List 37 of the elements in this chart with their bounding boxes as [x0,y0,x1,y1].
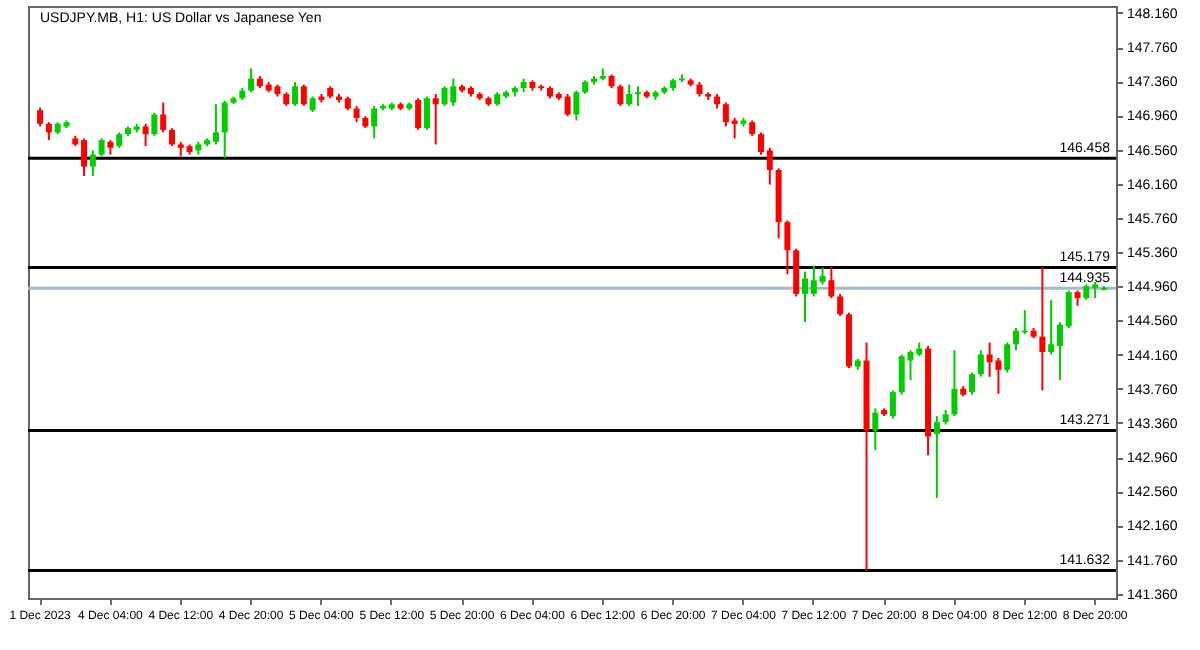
candlestick [995,356,1002,395]
candlestick [634,85,641,107]
candlestick [371,104,378,140]
candlestick [450,77,457,107]
candlestick [977,349,984,378]
candlestick [872,407,879,452]
candlestick [951,349,958,418]
candlestick [300,83,307,107]
candlestick [441,85,448,107]
candlestick [889,389,896,420]
candlestick [89,149,96,177]
candlestick [969,371,976,396]
candlestick [423,95,430,131]
candlestick [212,103,219,146]
candlestick [784,219,791,276]
candlestick [248,67,255,94]
candlestick [151,111,158,137]
candlestick [837,292,844,318]
candlestick [1039,266,1046,392]
candlestick [898,353,905,396]
candlestick [986,341,993,378]
candlestick [292,81,299,107]
candlestick [564,92,571,118]
candlestick [828,266,835,300]
candlestick [1048,298,1055,356]
candlestick [933,415,940,500]
candlestick [626,83,633,107]
candlestick [793,247,800,298]
candlestick [432,92,439,146]
candlestick [1004,341,1011,374]
candlestick [573,89,580,122]
candlestick [142,122,149,148]
candlestick [37,106,44,128]
candlestick [221,99,228,160]
candlestick [415,97,422,131]
candlestick [617,83,624,107]
candlestick [160,101,167,134]
